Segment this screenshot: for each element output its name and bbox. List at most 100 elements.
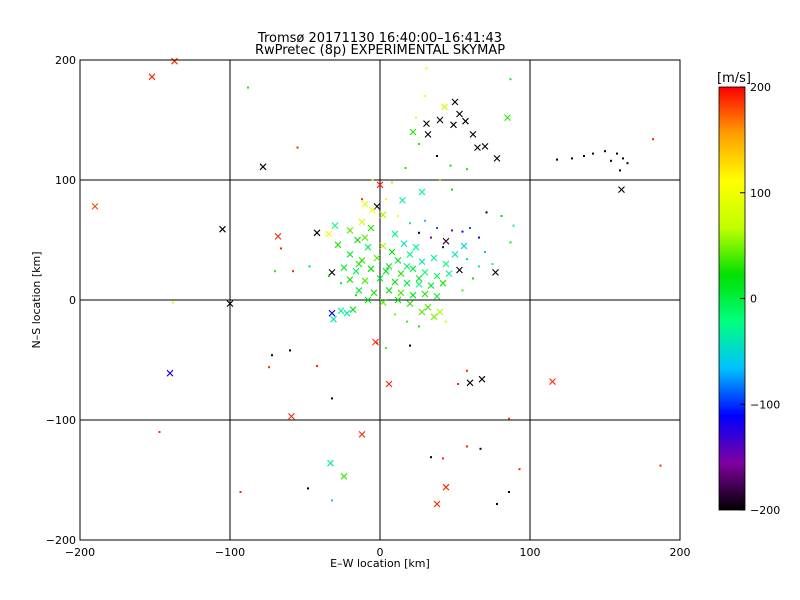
data-point-x (369, 206, 376, 214)
colorbar-unit: [m/s] (717, 71, 751, 86)
data-point-x (148, 73, 156, 81)
chart-subtitle: RwPretec (8p) EXPERIMENTAL SKYMAP (255, 43, 505, 58)
data-point-dot (616, 152, 618, 155)
data-point-x (346, 251, 354, 258)
data-point-dot (484, 251, 486, 253)
data-point-dot (331, 397, 333, 400)
data-point-x (436, 116, 444, 124)
colorbar-tick-label: −100 (750, 398, 780, 411)
x-tick-label: 0 (377, 546, 384, 559)
data-point-x (313, 229, 321, 237)
data-point-dot (292, 270, 294, 273)
data-point-x (259, 163, 267, 171)
data-point-x (442, 260, 450, 268)
data-point-x (442, 483, 450, 491)
data-point-x (460, 242, 468, 250)
data-point-x (462, 117, 469, 125)
data-point-x (364, 296, 372, 304)
data-point-dot (424, 219, 426, 222)
data-point-x (364, 243, 372, 251)
data-point-dot (659, 464, 662, 467)
data-point-x (481, 143, 489, 150)
data-point-x (436, 308, 444, 316)
data-point-x (334, 241, 342, 249)
data-point-x (478, 375, 486, 383)
data-point-x (385, 287, 393, 294)
data-point-dot (508, 417, 510, 420)
data-point-dot (425, 67, 428, 70)
data-point-dot (280, 247, 282, 250)
data-point-dot (500, 215, 503, 217)
data-point-x (445, 270, 453, 277)
data-point-x (424, 303, 432, 311)
data-point-x (474, 144, 481, 151)
data-points (91, 57, 662, 508)
data-point-dot (583, 155, 585, 157)
data-point-x (219, 225, 226, 233)
data-point-x (399, 197, 406, 204)
data-point-x (385, 380, 393, 388)
data-point-dot (571, 157, 573, 160)
axis-ticks: −200 −100 0 100 200 −200 −100 0 100 200 (46, 54, 691, 559)
data-point-dot (376, 342, 378, 345)
data-point-x (394, 296, 402, 304)
data-point-x (451, 251, 459, 258)
data-point-dot (404, 167, 407, 169)
data-point-dot (436, 155, 438, 157)
x-axis-label: E–W location [km] (330, 557, 430, 570)
data-point-x (355, 287, 363, 294)
data-point-x (423, 120, 430, 127)
data-point-x (618, 186, 625, 193)
data-point-dot (451, 229, 453, 232)
colorbar-tick-label: −200 (750, 504, 780, 517)
data-point-x (430, 254, 438, 262)
data-point-dot (385, 198, 387, 201)
data-point-x (415, 275, 423, 282)
data-point-x (340, 264, 348, 271)
data-point-x (361, 234, 369, 241)
data-point-x (406, 300, 414, 307)
data-point-x (391, 278, 399, 286)
data-point-dot (340, 282, 342, 285)
data-point-x (418, 188, 426, 196)
data-point-x (325, 230, 333, 238)
data-point-dot (307, 487, 309, 490)
data-point-x (451, 98, 459, 106)
y-tick-label: −100 (46, 414, 76, 427)
data-point-dot (394, 313, 396, 316)
data-point-dot (430, 456, 432, 459)
data-point-x (382, 267, 390, 275)
colorbar-tick-label: 0 (750, 293, 757, 306)
y-tick-label: −200 (46, 534, 76, 547)
data-point-x (493, 155, 501, 162)
data-point-x (421, 269, 429, 276)
data-point-x (376, 275, 384, 282)
data-point-dot (158, 431, 161, 433)
data-point-dot (172, 301, 174, 304)
colorbar-tick-label: 200 (750, 81, 771, 94)
colorbar-ticks: 200 100 0 −100 −200 (740, 81, 780, 517)
data-point-x (328, 269, 336, 276)
data-point-x (415, 281, 423, 288)
data-point-x (337, 307, 345, 315)
data-point-x (226, 300, 234, 307)
data-point-dot (289, 349, 291, 352)
data-point-x (385, 263, 393, 270)
data-point-x (388, 248, 396, 256)
data-point-dot (457, 383, 459, 385)
data-point-dot (478, 265, 480, 268)
y-tick-label: 100 (55, 174, 76, 187)
data-point-x (328, 309, 336, 317)
data-point-dot (439, 179, 441, 181)
data-point-dot (406, 320, 408, 323)
data-point-dot (442, 457, 444, 460)
x-tick-label: −200 (65, 546, 95, 559)
data-point-dot (430, 236, 432, 239)
y-tick-label: 200 (55, 54, 76, 67)
data-point-x (349, 306, 357, 313)
data-point-dot (247, 86, 249, 89)
data-point-x (418, 308, 426, 316)
data-point-dot (466, 369, 468, 372)
data-point-x (409, 291, 417, 299)
